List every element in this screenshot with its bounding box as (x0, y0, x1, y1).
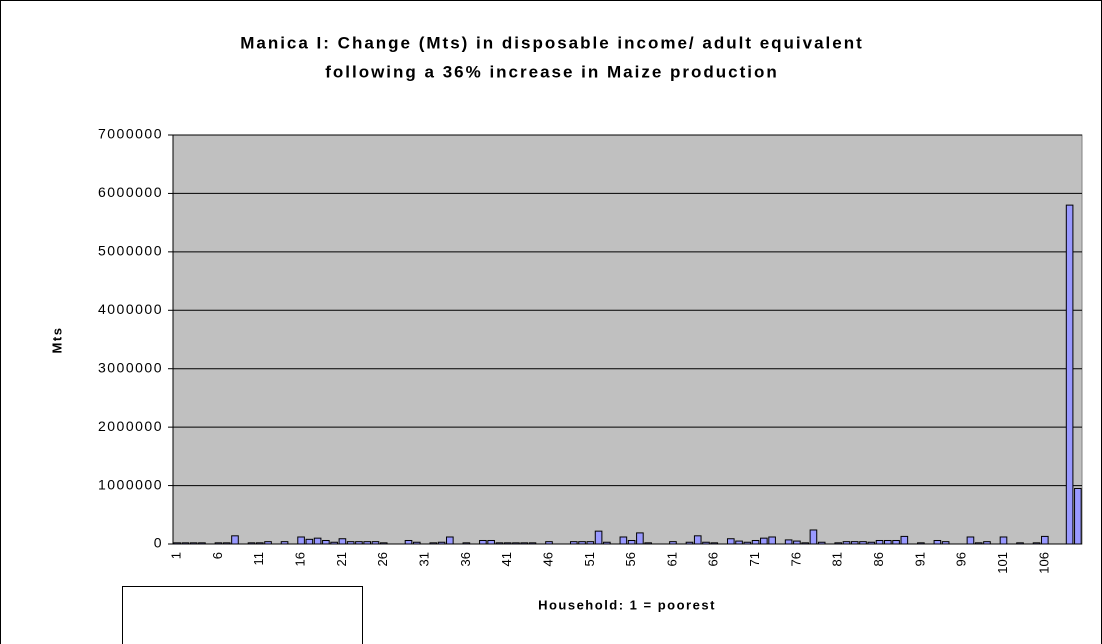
x-tick-label: 16 (293, 552, 308, 566)
bar (875, 539, 884, 545)
x-tick-label: 56 (623, 552, 638, 566)
y-tick-label: 4000000 (98, 301, 163, 317)
bar (305, 538, 314, 545)
bar (751, 539, 760, 545)
y-axis-label: Mts (49, 327, 64, 354)
x-tick-label: 101 (995, 552, 1010, 574)
bar (892, 539, 900, 545)
x-tick-label: 71 (747, 552, 762, 566)
x-tick-label: 61 (664, 552, 679, 566)
bar (313, 537, 322, 545)
x-tick-label: 46 (540, 552, 555, 566)
y-tick-label: 1000000 (98, 476, 163, 492)
bar (404, 539, 413, 545)
x-tick-label: 96 (954, 552, 969, 566)
bar (933, 539, 942, 545)
x-tick-label: 66 (706, 552, 721, 566)
bar (726, 538, 735, 545)
x-tick-label: 86 (871, 552, 886, 566)
bar (966, 536, 975, 545)
x-axis-label: Household: 1 = poorest (538, 597, 716, 612)
y-tick-label: 0 (154, 535, 163, 551)
x-tick-label: 51 (582, 552, 597, 566)
y-tick-label: 6000000 (98, 184, 163, 200)
bar (297, 536, 305, 545)
bar (619, 536, 628, 545)
bar (594, 530, 603, 545)
bar (883, 539, 892, 545)
bar (784, 539, 793, 545)
bar (768, 536, 776, 545)
legend-box (122, 586, 363, 644)
bar (693, 535, 702, 545)
x-tick-label: 106 (1036, 552, 1051, 574)
bar (627, 539, 636, 545)
chart-title: Manica I: Change (Mts) in disposable inc… (240, 33, 864, 52)
x-tick-label: 1 (169, 552, 184, 559)
bar (322, 539, 330, 545)
x-tick-label: 31 (416, 552, 431, 566)
chart-title: following a 36% increase in Maize produc… (325, 62, 779, 81)
plot-area (172, 134, 1083, 545)
x-tick-label: 21 (334, 552, 349, 566)
bar (636, 532, 644, 545)
x-tick-label: 36 (458, 552, 473, 566)
bar (479, 539, 487, 545)
x-tick-label: 81 (830, 552, 845, 566)
bar (338, 538, 347, 545)
x-tick-label: 6 (210, 552, 225, 559)
bar (1065, 204, 1074, 545)
bar (809, 529, 818, 545)
bar (900, 535, 909, 545)
bar (231, 535, 239, 545)
y-tick-label: 2000000 (98, 418, 163, 434)
y-tick-label: 7000000 (98, 126, 163, 142)
bar (487, 539, 495, 545)
y-tick-label: 5000000 (98, 243, 163, 259)
x-tick-label: 26 (375, 552, 390, 566)
bar (760, 537, 768, 545)
x-tick-label: 76 (788, 552, 803, 566)
y-tick-label: 3000000 (98, 359, 163, 375)
x-tick-label: 41 (499, 552, 514, 566)
x-tick-label: 91 (912, 552, 927, 566)
bar (999, 536, 1008, 545)
bar (1074, 487, 1082, 545)
bar (1041, 535, 1049, 545)
x-tick-label: 11 (251, 552, 266, 566)
bar (446, 536, 454, 545)
